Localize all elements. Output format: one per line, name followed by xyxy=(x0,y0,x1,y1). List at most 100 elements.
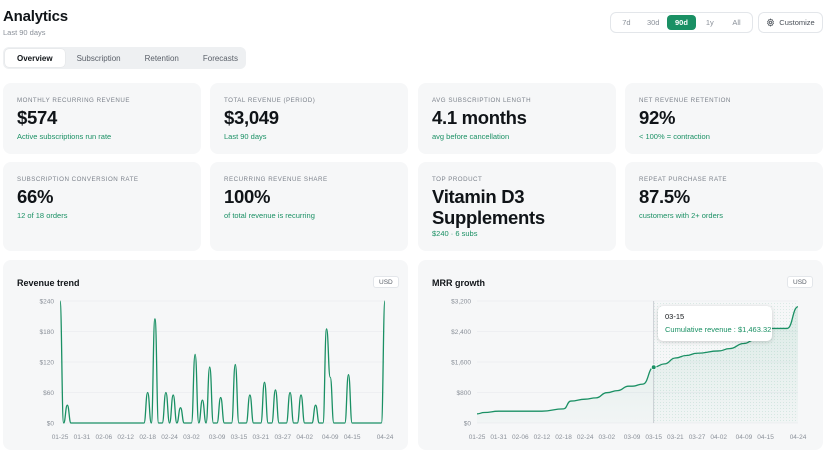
tab-forecasts[interactable]: Forecasts xyxy=(202,53,238,63)
kpi-label: AVG SUBSCRIPTION LENGTH xyxy=(432,97,532,104)
kpi-value: 87.5% xyxy=(639,186,690,207)
tab-bar: Overview Subscription Retention Forecast… xyxy=(3,47,246,69)
y-tick-label: $240 xyxy=(40,299,55,306)
x-tick-label: 02-24 xyxy=(161,434,178,441)
kpi-subtext: 12 of 18 orders xyxy=(17,211,68,220)
page-header: Analytics Last 90 days 7d 30d 90d 1y All… xyxy=(0,0,828,44)
x-tick-label: 03-02 xyxy=(599,434,616,441)
x-tick-label: 02-12 xyxy=(534,434,551,441)
chart-tooltip: 03-15 Cumulative revenue : $1,463.32 xyxy=(658,306,772,341)
x-tick-label: 03-21 xyxy=(667,434,684,441)
tab-overview[interactable]: Overview xyxy=(5,49,65,67)
x-tick-label: 02-12 xyxy=(117,434,134,441)
kpi-label: TOP PRODUCT xyxy=(432,176,483,183)
kpi-subtext: avg before cancellation xyxy=(432,132,510,141)
date-range-selector: 7d 30d 90d 1y All xyxy=(610,12,753,33)
x-tick-label: 02-18 xyxy=(555,434,572,441)
kpi-value: 100% xyxy=(224,186,271,207)
kpi-card-repeat-purchase-rate: REPEAT PURCHASE RATE 87.5% customers wit… xyxy=(625,162,823,251)
x-tick-label: 01-31 xyxy=(74,434,91,441)
x-tick-label: 01-25 xyxy=(52,434,69,441)
x-tick-label: 02-06 xyxy=(512,434,529,441)
kpi-card-mrr: MONTHLY RECURRING REVENUE $574 Active su… xyxy=(3,83,201,154)
kpi-value: $574 xyxy=(17,107,57,128)
page-title: Analytics xyxy=(3,8,68,25)
kpi-value: Vitamin D3 Supplements xyxy=(432,186,545,228)
y-tick-label: $1,600 xyxy=(451,360,471,367)
x-tick-label: 04-15 xyxy=(344,434,361,441)
revenue-trend-card: Revenue trend USD xyxy=(3,260,408,450)
range-1y-button[interactable]: 1y xyxy=(705,18,714,27)
tab-subscription[interactable]: Subscription xyxy=(76,53,121,63)
tab-retention[interactable]: Retention xyxy=(144,53,179,63)
range-all-button[interactable]: All xyxy=(732,18,741,27)
x-tick-label: 03-15 xyxy=(231,434,248,441)
x-tick-label: 04-15 xyxy=(757,434,774,441)
y-tick-label: $180 xyxy=(40,329,55,336)
x-tick-label: 04-02 xyxy=(710,434,727,441)
kpi-subtext: Last 90 days xyxy=(224,132,267,141)
y-tick-label: $2,400 xyxy=(451,329,471,336)
y-tick-label: $0 xyxy=(464,421,472,428)
x-tick-label: 03-27 xyxy=(689,434,706,441)
x-tick-label: 03-02 xyxy=(183,434,200,441)
kpi-value: $3,049 xyxy=(224,107,279,128)
x-tick-label: 03-27 xyxy=(274,434,291,441)
customize-button[interactable]: Customize xyxy=(758,12,823,33)
kpi-card-net-revenue-retention: NET REVENUE RETENTION 92% < 100% = contr… xyxy=(625,83,823,154)
hover-point xyxy=(650,364,657,371)
kpi-label: MONTHLY RECURRING REVENUE xyxy=(17,97,131,104)
x-tick-label: 04-24 xyxy=(790,434,807,441)
kpi-card-avg-subscription-length: AVG SUBSCRIPTION LENGTH 4.1 months avg b… xyxy=(418,83,616,154)
x-tick-label: 04-09 xyxy=(322,434,339,441)
range-90d-button[interactable]: 90d xyxy=(666,15,697,30)
chart-title: Revenue trend xyxy=(17,278,80,288)
x-tick-label: 04-24 xyxy=(377,434,394,441)
x-tick-label: 02-24 xyxy=(577,434,594,441)
x-tick-label: 03-09 xyxy=(209,434,226,441)
x-tick-label: 03-15 xyxy=(645,434,662,441)
x-tick-label: 03-09 xyxy=(624,434,641,441)
kpi-label: SUBSCRIPTION CONVERSION RATE xyxy=(17,176,139,183)
tooltip-value: Cumulative revenue : $1,463.32 xyxy=(665,325,772,334)
kpi-label: TOTAL REVENUE (PERIOD) xyxy=(224,97,316,104)
y-tick-label: $60 xyxy=(43,390,54,397)
kpi-card-total-revenue: TOTAL REVENUE (PERIOD) $3,049 Last 90 da… xyxy=(210,83,408,154)
customize-label: Customize xyxy=(779,18,815,27)
kpi-subtext: of total revenue is recurring xyxy=(224,211,315,220)
tooltip-date: 03-15 xyxy=(665,312,685,321)
gear-icon xyxy=(767,18,775,27)
page-subtitle: Last 90 days xyxy=(3,28,46,37)
kpi-label: REPEAT PURCHASE RATE xyxy=(639,176,728,183)
range-30d-button[interactable]: 30d xyxy=(646,18,660,27)
x-tick-label: 02-18 xyxy=(139,434,156,441)
kpi-value: 66% xyxy=(17,186,54,207)
kpi-card-conversion-rate: SUBSCRIPTION CONVERSION RATE 66% 12 of 1… xyxy=(3,162,201,251)
y-tick-label: $3,200 xyxy=(451,299,471,306)
range-7d-button[interactable]: 7d xyxy=(622,18,631,27)
x-tick-label: 03-21 xyxy=(253,434,270,441)
kpi-subtext: $240 · 6 subs xyxy=(432,229,478,238)
kpi-card-top-product: TOP PRODUCT Vitamin D3 Supplements $240 … xyxy=(418,162,616,251)
kpi-label: NET REVENUE RETENTION xyxy=(639,97,731,104)
kpi-value: 4.1 months xyxy=(432,107,527,128)
kpi-card-recurring-share: RECURRING REVENUE SHARE 100% of total re… xyxy=(210,162,408,251)
x-tick-label: 02-06 xyxy=(96,434,113,441)
y-tick-label: $0 xyxy=(47,421,55,428)
x-tick-label: 04-02 xyxy=(296,434,313,441)
y-tick-label: $800 xyxy=(457,390,472,397)
kpi-label: RECURRING REVENUE SHARE xyxy=(224,176,328,183)
y-tick-label: $120 xyxy=(40,360,55,367)
kpi-subtext: Active subscriptions run rate xyxy=(17,132,112,141)
revenue-trend-chart: $0 $60 $120 $180 $240 01-25 01-31 02-06 02-12 02-… xyxy=(40,299,394,442)
currency-badge: USD xyxy=(373,276,399,288)
x-tick-label: 01-31 xyxy=(490,434,507,441)
kpi-value: 92% xyxy=(639,107,676,128)
currency-badge: USD xyxy=(787,276,813,288)
chart-title: MRR growth xyxy=(432,278,485,288)
kpi-subtext: customers with 2+ orders xyxy=(639,211,723,220)
kpi-subtext: < 100% = contraction xyxy=(639,132,710,141)
series-line xyxy=(59,300,386,424)
x-tick-label: 01-25 xyxy=(469,434,486,441)
